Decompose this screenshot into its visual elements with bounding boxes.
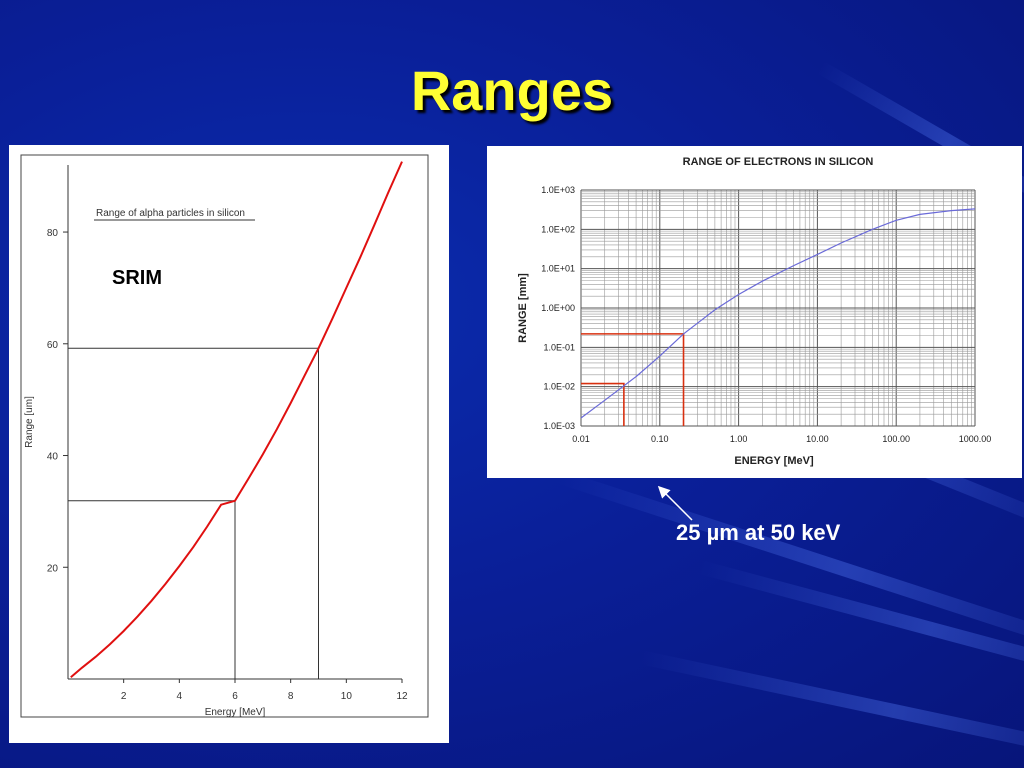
- y-tick-label: 1.0E-03: [543, 421, 575, 431]
- x-tick-label: 1.00: [730, 434, 748, 444]
- x-axis-label: Energy [MeV]: [205, 707, 266, 718]
- y-tick-label: 20: [47, 563, 59, 574]
- srim-label: SRIM: [112, 267, 162, 289]
- x-tick-label: 0.01: [572, 434, 590, 444]
- electron-chart-svg: RANGE OF ELECTRONS IN SILICON 0.01 0.10 1.0…: [517, 156, 992, 467]
- annotation-arrow-icon: [657, 485, 693, 521]
- slide-title: Ranges: [410, 59, 614, 122]
- marker-guide: [68, 500, 236, 679]
- y-tick-label: 60: [47, 340, 59, 351]
- x-tick-label: 2: [121, 691, 127, 702]
- chart-title: Range of alpha particles in silicon: [96, 208, 245, 219]
- x-tick-label: 10: [341, 691, 353, 702]
- chart-title: RANGE OF ELECTRONS IN SILICON: [683, 156, 874, 168]
- y-tick-label: 1.0E+01: [541, 264, 575, 274]
- marker-guide: [581, 382, 625, 426]
- y-tick-label: 40: [47, 452, 59, 463]
- alpha-range-curve: [70, 161, 403, 679]
- electron-range-chart: RANGE OF ELECTRONS IN SILICON 0.01 0.10 1.0…: [487, 146, 1022, 478]
- x-tick-label: 100.00: [882, 434, 910, 444]
- y-axis-label: Range [um]: [24, 396, 35, 448]
- x-axis-label: ENERGY [MeV]: [734, 455, 814, 467]
- marker-guide: [68, 347, 319, 679]
- electron-range-curve: [580, 208, 976, 419]
- x-tick-label: 1000.00: [959, 434, 992, 444]
- plot-frame: [20, 154, 429, 718]
- x-tick-label: 6: [232, 691, 238, 702]
- annotation-text: 25 µm at 50 keV: [676, 520, 841, 545]
- y-tick-label: 1.0E+03: [541, 185, 575, 195]
- y-tick-label: 1.0E-01: [543, 342, 575, 352]
- alpha-chart-svg: 2 4 6 8 10 12 20 40 60 80 Energy [MeV] Range [um] Ra…: [20, 154, 429, 718]
- alpha-range-chart: 2 4 6 8 10 12 20 40 60 80 Energy [MeV] Range [um] Ra…: [9, 145, 449, 743]
- x-tick-label: 12: [396, 691, 408, 702]
- y-tick-label: 1.0E+02: [541, 224, 575, 234]
- x-tick-label: 4: [177, 691, 183, 702]
- y-axis-label: RANGE [mm]: [517, 273, 529, 343]
- y-tick-label: 80: [47, 228, 59, 239]
- x-tick-label: 0.10: [651, 434, 669, 444]
- y-tick-label: 1.0E-02: [543, 382, 575, 392]
- x-tick-label: 10.00: [806, 434, 829, 444]
- x-tick-label: 8: [288, 691, 294, 702]
- y-tick-label: 1.0E+00: [541, 303, 575, 313]
